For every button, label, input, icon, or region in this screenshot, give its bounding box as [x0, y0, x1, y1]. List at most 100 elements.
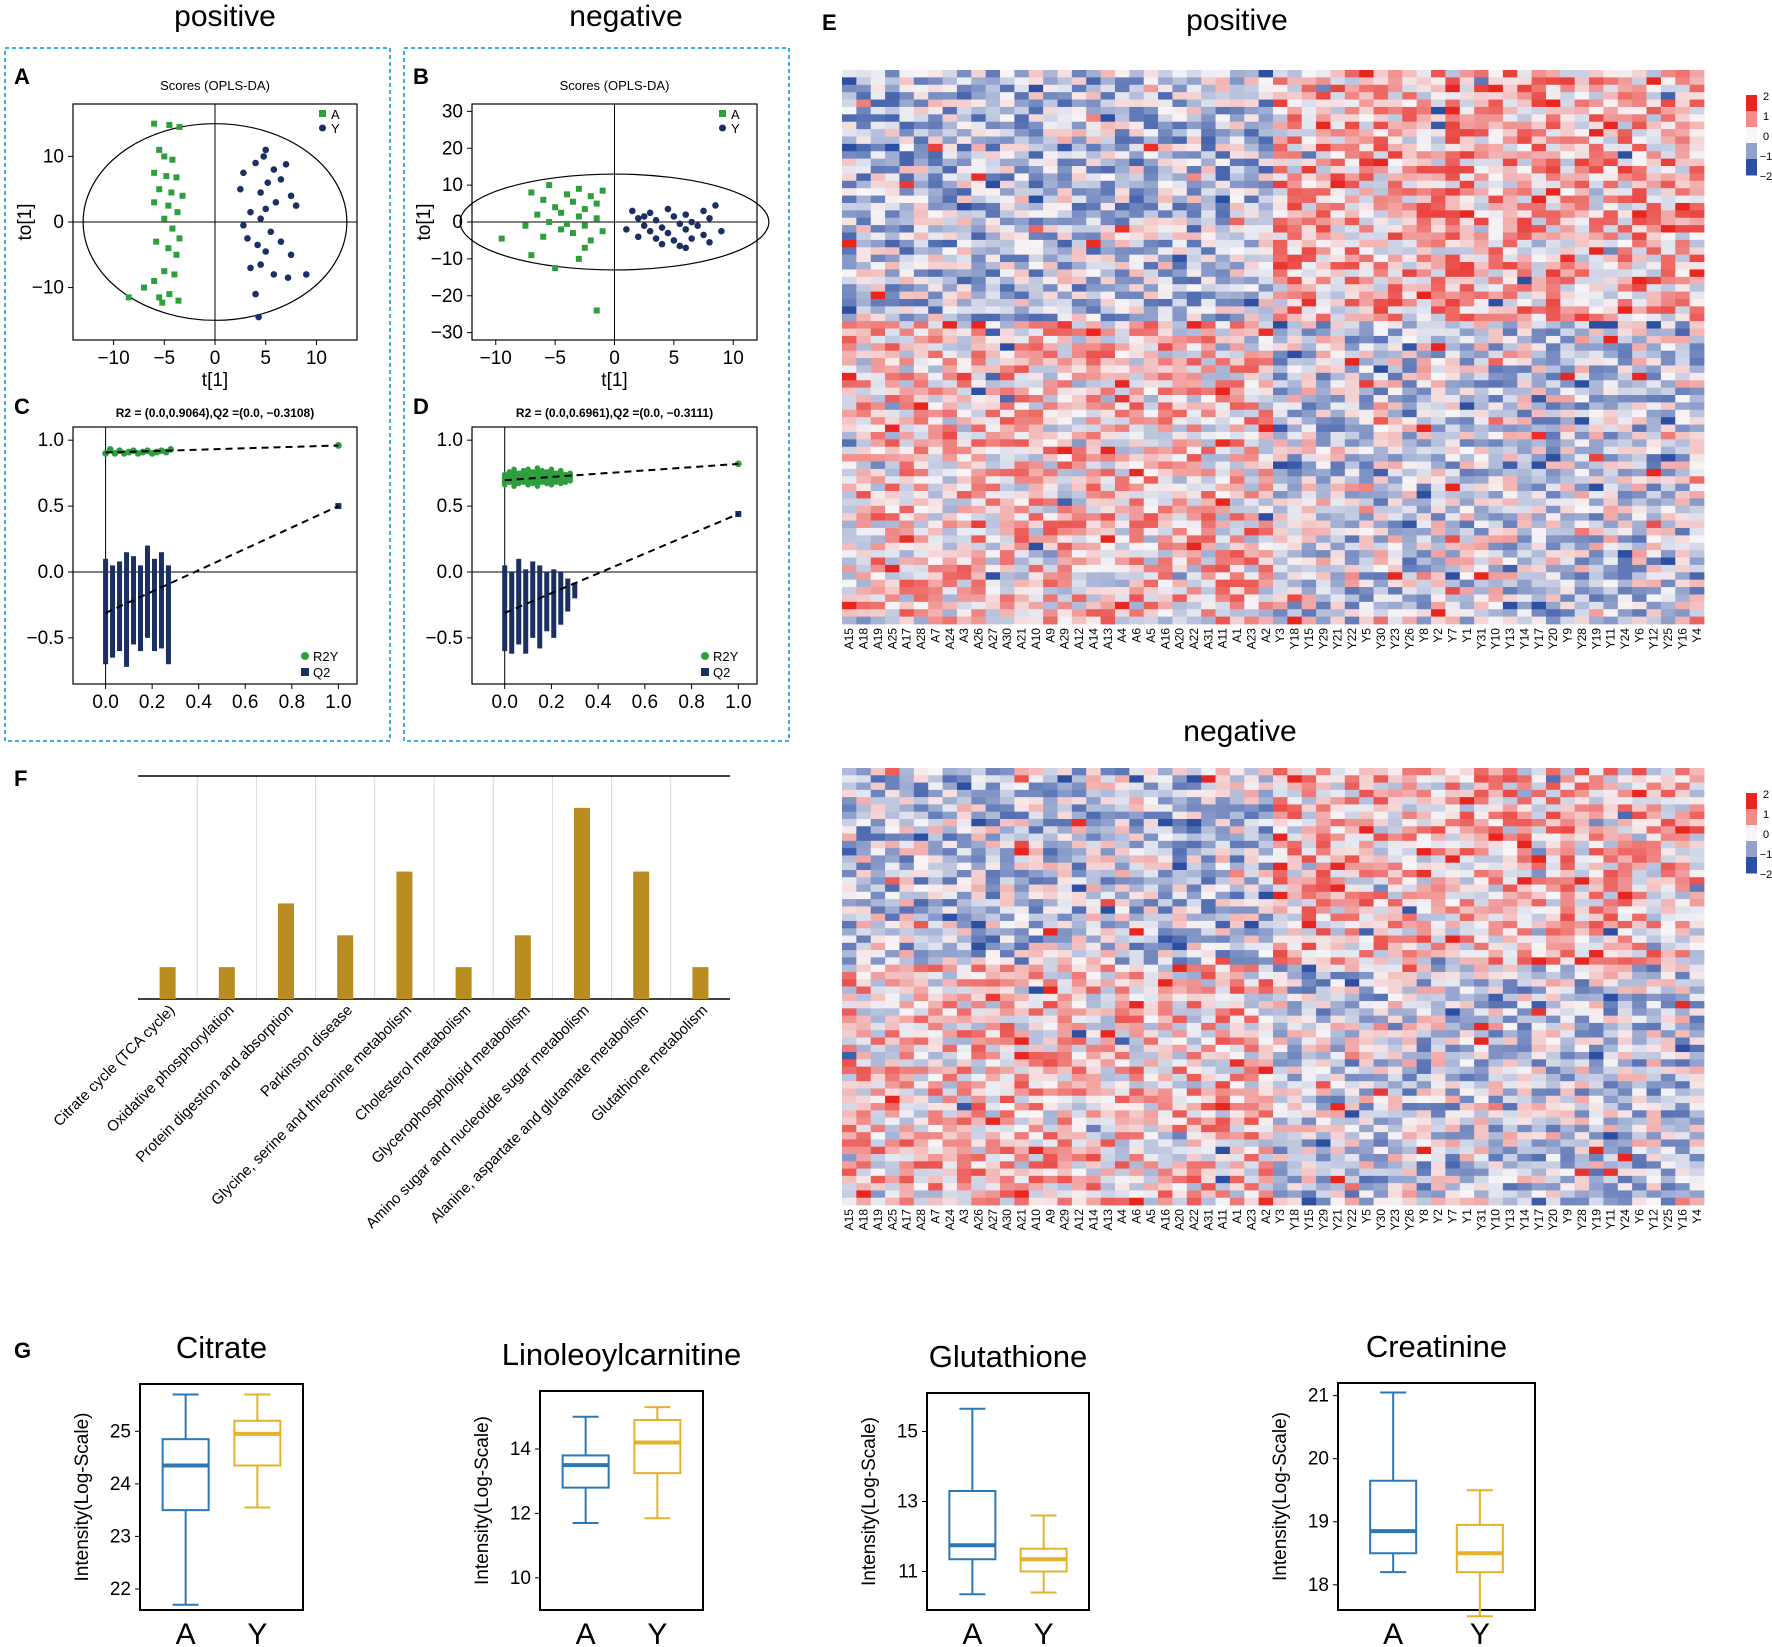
heatmap-cell	[1344, 424, 1360, 433]
heatmap-cell	[1402, 609, 1418, 618]
heatmap-cell	[856, 343, 872, 352]
heatmap-cell	[1043, 129, 1058, 137]
heatmap-cell	[1660, 247, 1676, 256]
heatmap-cell	[1560, 121, 1576, 130]
heatmap-cell	[1617, 505, 1633, 514]
heatmap-cell	[1229, 335, 1245, 344]
heatmap-cell	[1689, 579, 1705, 588]
heatmap-cell	[1545, 343, 1561, 352]
heatmap-cell	[1589, 579, 1604, 588]
heatmap-cell	[1330, 402, 1346, 411]
heatmap-cell	[942, 358, 958, 366]
heatmap-cell	[1057, 520, 1073, 529]
score-point-y	[277, 238, 285, 245]
heatmap-cell	[1359, 262, 1374, 270]
heatmap-cell	[1244, 491, 1260, 499]
heatmap-cell	[1660, 395, 1676, 403]
heatmap-cell	[1603, 372, 1619, 381]
heatmap-cell	[1344, 616, 1360, 625]
heatmap-cell	[1474, 114, 1489, 123]
heatmap-cell	[1172, 151, 1188, 160]
heatmap-cell	[1488, 239, 1504, 248]
score-point-a	[587, 193, 594, 200]
heatmap-cell	[1445, 387, 1461, 396]
heatmap-cell	[1316, 350, 1331, 359]
heatmap-cell	[1158, 225, 1173, 233]
heatmap-cell	[1545, 262, 1561, 270]
heatmap-cell	[1086, 269, 1101, 278]
heatmap-cell	[1158, 269, 1173, 278]
heatmap-cell	[1402, 70, 1418, 78]
heatmap-cell	[1186, 417, 1202, 425]
heatmap-cell	[1071, 136, 1087, 145]
heatmap-cell	[942, 520, 958, 529]
heatmap-cell	[885, 129, 900, 137]
heatmap-cell	[1359, 291, 1374, 300]
x-tick-label: 10	[723, 348, 744, 369]
heatmap-column-label: Y12	[1647, 628, 1661, 650]
heatmap-cell	[1502, 572, 1518, 581]
heatmap-cell	[1646, 158, 1662, 167]
heatmap-cell	[1201, 151, 1216, 160]
heatmap-cell	[942, 269, 958, 278]
heatmap-cell	[1445, 557, 1461, 566]
heatmap-cell	[1632, 129, 1647, 137]
heatmap-cell	[1603, 173, 1619, 182]
heatmap-cell	[1387, 321, 1403, 329]
heatmap-cell	[1172, 328, 1188, 337]
heatmap-cell	[1359, 587, 1374, 595]
heatmap-cell	[1043, 254, 1058, 263]
heatmap-cell	[1560, 136, 1576, 145]
heatmap-cell	[1603, 328, 1619, 337]
y-tick-label: 10	[442, 175, 463, 196]
heatmap-cell	[1617, 461, 1633, 470]
heatmap-cell	[1632, 188, 1647, 196]
heatmap-cell	[842, 328, 857, 337]
heatmap-cell	[1258, 498, 1274, 507]
heatmap-cell	[1545, 572, 1561, 581]
heatmap-cell	[1014, 424, 1030, 433]
heatmap-cell	[1373, 365, 1389, 374]
heatmap-cell	[1172, 535, 1188, 544]
heatmap-cell	[1273, 409, 1288, 418]
heatmap-cell	[1316, 387, 1331, 396]
heatmap-cell	[1086, 609, 1101, 618]
heatmap-cell	[1373, 461, 1389, 470]
heatmap-cell	[870, 254, 886, 263]
heatmap-cell	[842, 358, 857, 366]
heatmap-cell	[1028, 358, 1044, 366]
heatmap-cell	[1488, 768, 1504, 776]
heatmap-cell	[1589, 609, 1604, 618]
heatmap-cell	[1531, 269, 1547, 278]
heatmap-cell	[1387, 609, 1403, 618]
heatmap-cell	[1201, 601, 1216, 610]
heatmap-cell	[1373, 372, 1389, 381]
heatmap-cell	[1474, 535, 1489, 544]
heatmap-cell	[1689, 476, 1705, 485]
heatmap-cell	[1632, 564, 1647, 573]
heatmap-cell	[1129, 129, 1145, 137]
heatmap-cell	[1043, 564, 1058, 573]
heatmap-cell	[1660, 262, 1676, 270]
heatmap-cell	[1502, 166, 1518, 174]
heatmap-cell	[856, 269, 872, 278]
heatmap-cell	[928, 454, 943, 462]
heatmap-cell	[1215, 306, 1231, 315]
heatmap-cell	[985, 166, 1001, 174]
heatmap-cell	[1330, 173, 1346, 182]
heatmap-cell	[1258, 358, 1274, 366]
heatmap-cell	[1043, 343, 1058, 352]
heatmap-cell	[1273, 284, 1288, 292]
heatmap-cell	[1114, 446, 1130, 455]
heatmap-cell	[928, 439, 943, 448]
heatmap-cell	[928, 431, 943, 440]
y-tick-label: 0.0	[38, 562, 64, 583]
heatmap-cell	[1589, 84, 1604, 93]
heatmap-cell	[856, 188, 872, 196]
heatmap-cell	[1589, 180, 1604, 189]
heatmap-cell	[985, 402, 1001, 411]
heatmap-cell	[1387, 483, 1403, 492]
heatmap-cell	[885, 335, 900, 344]
heatmap-cell	[1086, 775, 1101, 783]
heatmap-cell	[1545, 601, 1561, 610]
